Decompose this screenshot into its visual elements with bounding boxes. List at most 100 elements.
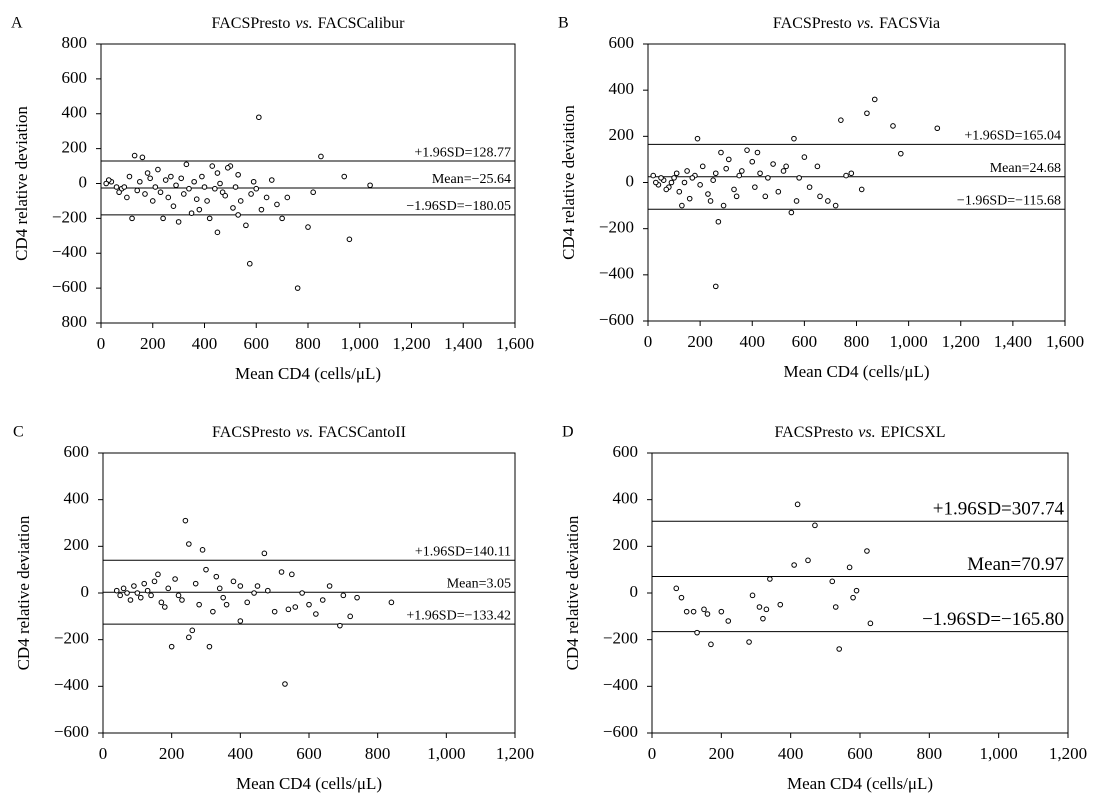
title-part: FACSPresto [212, 15, 291, 32]
data-point [251, 590, 257, 596]
data-point [165, 194, 172, 201]
data-point [155, 571, 161, 578]
chart-title: FACSPresto vs. EPICSXL [774, 424, 945, 441]
data-point [704, 611, 711, 617]
data-point [650, 172, 657, 179]
plot-frame [102, 452, 516, 734]
data-point [864, 110, 870, 117]
data-point [780, 168, 787, 174]
data-point [699, 163, 706, 170]
y-tick-label: 600 [613, 442, 639, 461]
data-point [770, 161, 776, 167]
x-tick-label: 0 [644, 332, 653, 351]
data-point [890, 123, 896, 129]
data-point [689, 175, 696, 181]
data-point [292, 604, 299, 610]
data-point [214, 229, 221, 236]
data-point [170, 203, 177, 209]
data-point [341, 173, 348, 180]
y-tick-label: −200 [599, 218, 634, 237]
data-point [230, 578, 237, 585]
x-tick-label: 200 [140, 334, 166, 353]
reference-label: +1.96SD=165.04 [964, 129, 1061, 144]
data-point [137, 594, 144, 601]
data-point [139, 154, 146, 161]
data-point [725, 618, 732, 624]
data-point [189, 627, 196, 634]
data-point [832, 604, 839, 610]
data-point [162, 177, 169, 183]
data-point [117, 592, 123, 599]
data-point [694, 135, 701, 142]
data-point [934, 125, 941, 132]
data-point [898, 150, 904, 157]
data-point [867, 620, 874, 627]
x-tick-label: 0 [97, 334, 106, 353]
data-point [313, 611, 319, 617]
data-point [248, 191, 254, 197]
title-part: FACSVia [879, 15, 940, 32]
data-point [864, 548, 870, 554]
data-point [162, 604, 168, 610]
x-tick-label: 400 [228, 744, 254, 763]
y-tick-label: 400 [613, 489, 639, 508]
data-point [230, 205, 236, 211]
data-point [752, 184, 758, 190]
y-tick-label: −600 [599, 310, 634, 329]
data-point [256, 114, 262, 121]
x-tick-label: 200 [709, 744, 735, 763]
data-point [168, 643, 175, 650]
data-point [199, 547, 206, 553]
data-point [151, 578, 158, 585]
data-point [134, 590, 141, 596]
reference-label: −1.96SD=−165.80 [922, 609, 1064, 630]
data-point [254, 583, 261, 589]
data-point [725, 156, 732, 163]
data-point [836, 646, 843, 652]
data-point [676, 188, 683, 195]
data-point [388, 599, 395, 606]
y-tick-label: 0 [630, 582, 639, 601]
data-point [222, 192, 228, 199]
data-point [814, 163, 821, 170]
y-tick-label: 0 [626, 171, 635, 190]
data-point [141, 580, 147, 587]
x-tick-label: 800 [844, 332, 870, 351]
y-tick-label: 600 [609, 33, 635, 52]
data-point [158, 599, 165, 606]
x-tick-label: 1,400 [994, 332, 1032, 351]
y-axis-label: CD4 relative deviation [12, 106, 31, 261]
panel-label: D [562, 424, 574, 441]
data-point [120, 585, 127, 592]
reference-label: −1.96SD=−180.05 [406, 199, 511, 214]
data-point [246, 260, 253, 267]
data-point [718, 608, 725, 615]
data-point [149, 198, 156, 204]
data-point [243, 222, 249, 229]
data-point [278, 569, 285, 575]
y-tick-label: 600 [64, 442, 90, 461]
data-point [705, 191, 711, 197]
data-point [326, 583, 333, 589]
data-point [310, 189, 316, 196]
data-point [678, 594, 685, 601]
data-point [289, 571, 295, 578]
x-tick-label: 1,000 [890, 332, 928, 351]
data-point [723, 165, 729, 172]
data-point [131, 583, 137, 589]
data-point [144, 587, 151, 594]
data-point [710, 177, 716, 183]
data-point [134, 187, 141, 194]
data-point [783, 163, 789, 170]
data-point [788, 209, 795, 216]
data-point [196, 601, 202, 608]
reference-label: +1.96SD=140.11 [415, 545, 511, 560]
data-point [871, 96, 878, 103]
x-tick-label: 800 [295, 334, 321, 353]
title-part: FACSCantoII [318, 424, 406, 441]
data-point [708, 641, 714, 648]
data-point [346, 236, 353, 243]
data-point [268, 177, 275, 183]
data-point [767, 576, 773, 582]
